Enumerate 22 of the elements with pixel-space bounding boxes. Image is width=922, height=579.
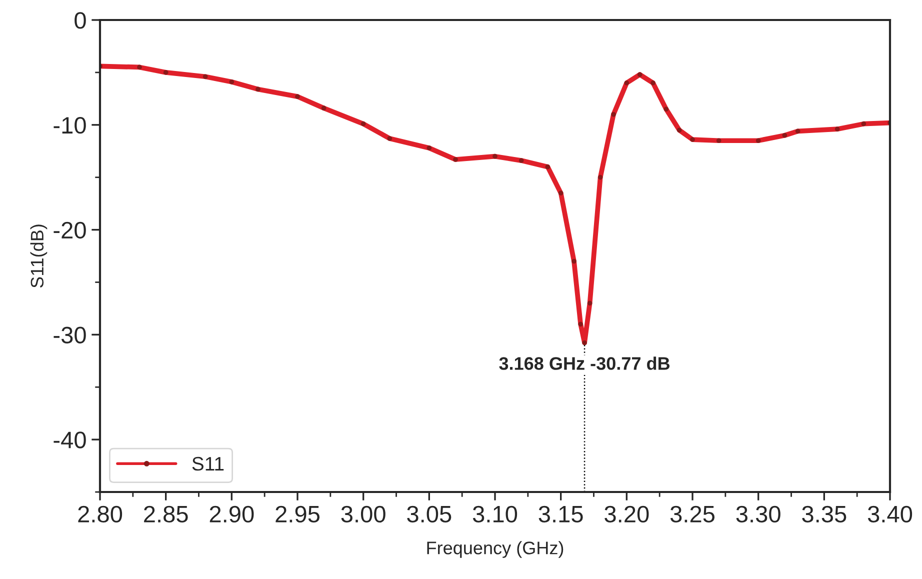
x-tick-label: 3.05 (407, 506, 452, 523)
x-tick-label: 2.95 (276, 506, 320, 523)
y-tick-label: -10 (54, 116, 86, 134)
legend-label: S11 (192, 456, 224, 471)
annotation: 3.168 GHz -30.77 dB (499, 356, 670, 370)
x-tick-label: 3.35 (802, 506, 846, 523)
y-axis-title: S11(dB) (30, 224, 48, 288)
x-tick-label: 3.15 (538, 506, 583, 523)
x-tick-label: 2.80 (78, 506, 122, 523)
x-tick-label: 3.25 (670, 506, 714, 523)
y-tick-label: -20 (54, 222, 86, 239)
x-tick-label: 2.90 (210, 506, 254, 523)
x-tick-label: 3.00 (341, 506, 386, 523)
x-tick-label: 3.30 (736, 506, 780, 523)
x-tick-label: 2.85 (144, 506, 188, 523)
x-axis-title: Frequency (GHz) (427, 541, 564, 558)
x-tick-label: 3.40 (868, 506, 912, 523)
y-tick-label: -40 (54, 432, 86, 448)
x-tick-label: 3.20 (604, 506, 649, 523)
y-tick-label: 0 (74, 12, 86, 29)
x-tick-label: 3.10 (472, 506, 518, 523)
y-tick-label: -30 (54, 326, 86, 344)
